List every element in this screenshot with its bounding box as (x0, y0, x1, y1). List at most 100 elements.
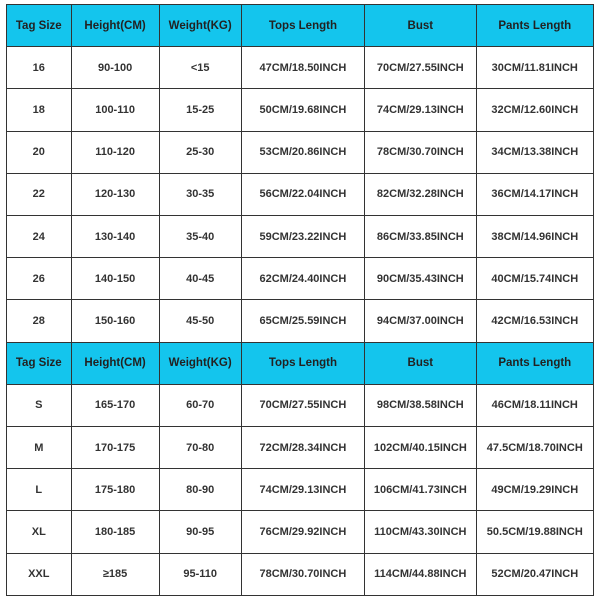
table-cell: 24 (7, 216, 72, 258)
table-header-row: Tag SizeHeight(CM)Weight(KG)Tops LengthB… (7, 342, 594, 384)
table-header-row: Tag SizeHeight(CM)Weight(KG)Tops LengthB… (7, 5, 594, 47)
table-row: L175-18080-9074CM/29.13INCH106CM/41.73IN… (7, 469, 594, 511)
table-header-cell: Weight(KG) (159, 5, 241, 47)
table-cell: 15-25 (159, 89, 241, 131)
table-cell: 50.5CM/19.88INCH (476, 511, 593, 553)
table-header-cell: Tops Length (241, 342, 364, 384)
table-cell: 110CM/43.30INCH (365, 511, 477, 553)
table-cell: 175-180 (71, 469, 159, 511)
table-cell: 47CM/18.50INCH (241, 47, 364, 89)
table-row: 20110-12025-3053CM/20.86INCH78CM/30.70IN… (7, 131, 594, 173)
table-cell: 98CM/38.58INCH (365, 384, 477, 426)
table-cell: 32CM/12.60INCH (476, 89, 593, 131)
table-cell: 22 (7, 173, 72, 215)
table-cell: 140-150 (71, 258, 159, 300)
table-cell: 62CM/24.40INCH (241, 258, 364, 300)
table-cell: 42CM/16.53INCH (476, 300, 593, 342)
table-header-cell: Tops Length (241, 5, 364, 47)
table-cell: 90-100 (71, 47, 159, 89)
table-cell: 16 (7, 47, 72, 89)
table-header-cell: Bust (365, 342, 477, 384)
table-cell: 49CM/19.29INCH (476, 469, 593, 511)
table-cell: 38CM/14.96INCH (476, 216, 593, 258)
table-cell: 34CM/13.38INCH (476, 131, 593, 173)
table-cell: 26 (7, 258, 72, 300)
table-cell: 47.5CM/18.70INCH (476, 427, 593, 469)
table-cell: 170-175 (71, 427, 159, 469)
table-header-cell: Tag Size (7, 342, 72, 384)
table-cell: 106CM/41.73INCH (365, 469, 477, 511)
table-cell: 60-70 (159, 384, 241, 426)
table-cell: 28 (7, 300, 72, 342)
table-cell: 40-45 (159, 258, 241, 300)
table-cell: 56CM/22.04INCH (241, 173, 364, 215)
table-cell: 59CM/23.22INCH (241, 216, 364, 258)
table-cell: 25-30 (159, 131, 241, 173)
table-row: 26140-15040-4562CM/24.40INCH90CM/35.43IN… (7, 258, 594, 300)
table-cell: M (7, 427, 72, 469)
table-cell: 180-185 (71, 511, 159, 553)
table-cell: 46CM/18.11INCH (476, 384, 593, 426)
table-cell: <15 (159, 47, 241, 89)
table-cell: 82CM/32.28INCH (365, 173, 477, 215)
table-row: 1690-100<1547CM/18.50INCH70CM/27.55INCH3… (7, 47, 594, 89)
table-header-cell: Pants Length (476, 342, 593, 384)
table-row: XL180-18590-9576CM/29.92INCH110CM/43.30I… (7, 511, 594, 553)
table-cell: 80-90 (159, 469, 241, 511)
table-cell: 70-80 (159, 427, 241, 469)
table-cell: 150-160 (71, 300, 159, 342)
table-cell: 70CM/27.55INCH (365, 47, 477, 89)
table-cell: 52CM/20.47INCH (476, 553, 593, 595)
table-header-cell: Bust (365, 5, 477, 47)
table-cell: 86CM/33.85INCH (365, 216, 477, 258)
table-cell: 130-140 (71, 216, 159, 258)
table-cell: 95-110 (159, 553, 241, 595)
table-cell: 102CM/40.15INCH (365, 427, 477, 469)
table-cell: 94CM/37.00INCH (365, 300, 477, 342)
table-header-cell: Weight(KG) (159, 342, 241, 384)
table-cell: 35-40 (159, 216, 241, 258)
table-cell: L (7, 469, 72, 511)
table-cell: 65CM/25.59INCH (241, 300, 364, 342)
table-row: 28150-16045-5065CM/25.59INCH94CM/37.00IN… (7, 300, 594, 342)
table-cell: 20 (7, 131, 72, 173)
table-row: S165-17060-7070CM/27.55INCH98CM/38.58INC… (7, 384, 594, 426)
table-cell: 78CM/30.70INCH (241, 553, 364, 595)
table-cell: 74CM/29.13INCH (241, 469, 364, 511)
table-cell: 165-170 (71, 384, 159, 426)
size-chart-container: Tag SizeHeight(CM)Weight(KG)Tops LengthB… (0, 0, 600, 600)
table-cell: 50CM/19.68INCH (241, 89, 364, 131)
table-cell: 78CM/30.70INCH (365, 131, 477, 173)
table-cell: 90CM/35.43INCH (365, 258, 477, 300)
table-cell: XL (7, 511, 72, 553)
table-cell: 120-130 (71, 173, 159, 215)
table-cell: 100-110 (71, 89, 159, 131)
table-header-cell: Tag Size (7, 5, 72, 47)
table-header-cell: Height(CM) (71, 342, 159, 384)
table-cell: 45-50 (159, 300, 241, 342)
table-cell: 76CM/29.92INCH (241, 511, 364, 553)
table-row: 24130-14035-4059CM/23.22INCH86CM/33.85IN… (7, 216, 594, 258)
table-cell: 72CM/28.34INCH (241, 427, 364, 469)
size-chart-table: Tag SizeHeight(CM)Weight(KG)Tops LengthB… (6, 4, 594, 596)
table-header-cell: Pants Length (476, 5, 593, 47)
table-header-cell: Height(CM) (71, 5, 159, 47)
table-cell: 110-120 (71, 131, 159, 173)
table-cell: XXL (7, 553, 72, 595)
table-cell: 114CM/44.88INCH (365, 553, 477, 595)
table-cell: 40CM/15.74INCH (476, 258, 593, 300)
table-cell: 36CM/14.17INCH (476, 173, 593, 215)
table-cell: 70CM/27.55INCH (241, 384, 364, 426)
table-cell: ≥185 (71, 553, 159, 595)
table-cell: 74CM/29.13INCH (365, 89, 477, 131)
table-row: M170-17570-8072CM/28.34INCH102CM/40.15IN… (7, 427, 594, 469)
table-row: XXL≥18595-11078CM/30.70INCH114CM/44.88IN… (7, 553, 594, 595)
table-cell: 30CM/11.81INCH (476, 47, 593, 89)
table-cell: 90-95 (159, 511, 241, 553)
table-row: 18100-11015-2550CM/19.68INCH74CM/29.13IN… (7, 89, 594, 131)
table-cell: S (7, 384, 72, 426)
table-cell: 30-35 (159, 173, 241, 215)
table-row: 22120-13030-3556CM/22.04INCH82CM/32.28IN… (7, 173, 594, 215)
table-cell: 18 (7, 89, 72, 131)
table-cell: 53CM/20.86INCH (241, 131, 364, 173)
